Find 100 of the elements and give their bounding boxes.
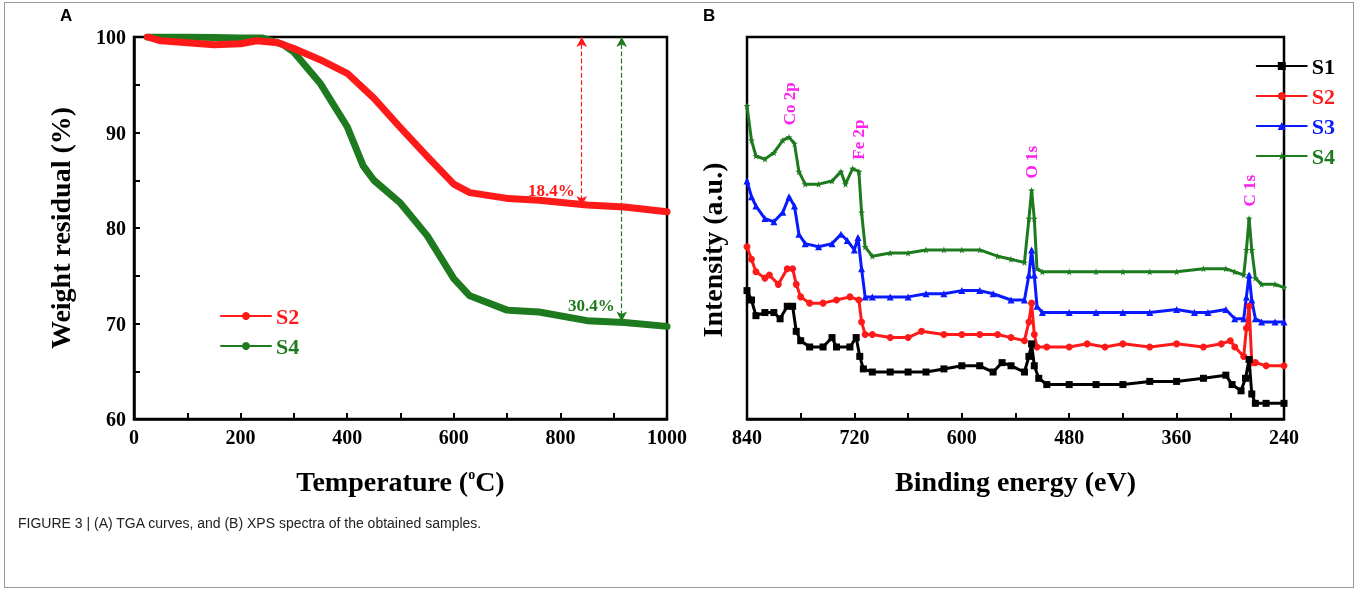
point <box>801 180 809 188</box>
y-axis-title: Intensity (a.u.) <box>696 162 728 338</box>
point <box>1280 318 1288 326</box>
point <box>1065 381 1073 389</box>
point <box>940 290 948 298</box>
point <box>752 312 760 320</box>
chart-title: B <box>703 6 716 25</box>
point <box>1025 352 1033 360</box>
point <box>859 365 867 373</box>
point <box>1092 381 1100 389</box>
point <box>1146 343 1154 351</box>
point <box>1280 399 1288 407</box>
annotation: O 1s <box>1022 145 1042 179</box>
point <box>1173 377 1181 385</box>
point <box>994 330 1002 338</box>
legend-label: S3 <box>1311 113 1336 139</box>
y-tick-label: 80 <box>106 217 126 239</box>
point <box>976 330 984 338</box>
point <box>770 149 778 157</box>
point <box>752 152 760 160</box>
point <box>1065 309 1073 317</box>
point <box>1119 309 1127 317</box>
point <box>1007 334 1015 342</box>
point <box>1043 381 1051 389</box>
x-tick-label: 200 <box>225 426 256 448</box>
point <box>868 330 876 338</box>
x-tick-label: 240 <box>1269 426 1299 448</box>
point <box>789 265 797 273</box>
point <box>774 280 782 288</box>
x-tick-label: 800 <box>545 426 576 448</box>
point <box>752 202 760 210</box>
point <box>1242 324 1250 332</box>
point <box>1262 399 1270 407</box>
annotation: 18.4% <box>527 180 575 200</box>
point <box>976 362 984 370</box>
point <box>1038 309 1046 317</box>
point <box>1028 299 1036 307</box>
point <box>1242 374 1250 382</box>
point <box>989 368 997 376</box>
point <box>858 318 866 326</box>
x-tick-label: 1000 <box>647 426 687 448</box>
point <box>868 368 876 376</box>
caption: FIGURE 3 | (A) TGA curves, and (B) XPS spectra of the obtained samples. <box>18 515 482 531</box>
point <box>833 296 840 304</box>
point <box>1217 340 1225 348</box>
point <box>1199 343 1207 351</box>
x-tick-label: 600 <box>946 426 977 448</box>
point <box>922 290 930 298</box>
point <box>852 334 860 342</box>
annotation: Fe 2p <box>849 119 869 160</box>
point <box>789 302 797 310</box>
point <box>752 268 760 276</box>
point <box>743 243 751 251</box>
point <box>1173 340 1181 348</box>
point <box>904 368 912 376</box>
x-axis-title: Binding energy (eV) <box>894 465 1137 497</box>
point <box>886 334 894 342</box>
point <box>747 193 755 201</box>
point <box>918 327 926 335</box>
point <box>868 252 876 260</box>
x-tick-label: 600 <box>438 426 469 448</box>
point <box>761 215 769 223</box>
point <box>1007 296 1015 304</box>
point <box>806 343 814 351</box>
point <box>1231 343 1239 351</box>
point <box>1199 374 1207 382</box>
point <box>856 352 864 360</box>
point <box>1083 340 1091 348</box>
y-tick-label: 100 <box>96 26 126 48</box>
point <box>833 343 840 351</box>
point <box>843 237 851 245</box>
point <box>828 334 836 342</box>
point <box>1222 265 1230 273</box>
point <box>858 265 866 273</box>
annotation: 30.4% <box>567 296 615 316</box>
point <box>747 296 755 304</box>
point <box>1280 362 1288 370</box>
point <box>1030 330 1038 338</box>
point <box>785 133 793 141</box>
point <box>779 208 787 216</box>
point <box>976 287 984 295</box>
x-tick-label: 0 <box>129 426 139 448</box>
point <box>1240 352 1248 360</box>
point <box>790 202 798 210</box>
point <box>1222 371 1230 379</box>
point <box>1191 309 1198 317</box>
point <box>854 233 862 241</box>
point <box>797 293 805 301</box>
annotation: Co 2p <box>779 82 799 126</box>
point <box>846 293 854 301</box>
point <box>828 177 836 185</box>
point <box>1204 309 1212 317</box>
point <box>1038 268 1046 276</box>
point <box>1251 399 1259 407</box>
point <box>806 299 814 307</box>
x-tick-label: 840 <box>732 426 762 448</box>
point <box>994 252 1002 260</box>
point <box>958 330 966 338</box>
x-tick-label: 400 <box>332 426 363 448</box>
x-tick-label: 480 <box>1054 426 1085 448</box>
